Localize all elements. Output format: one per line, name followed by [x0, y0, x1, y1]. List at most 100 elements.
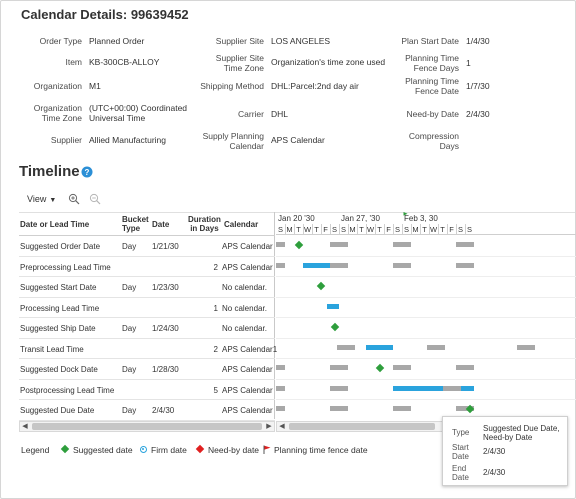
legend-item-needby: Need-by date [195, 444, 260, 455]
timeline-title: Timeline [19, 163, 80, 180]
gantt-day-label: T [359, 225, 364, 234]
nonworking-bar[interactable] [456, 242, 474, 247]
column-header-name[interactable]: Date or Lead Time [20, 220, 90, 229]
suggested-date-marker[interactable] [375, 363, 384, 372]
scroll-thumb[interactable] [289, 423, 435, 430]
detail-label: Supply Planning [202, 131, 264, 141]
gantt-row-divider [276, 255, 576, 257]
suggested-date-marker[interactable] [330, 322, 339, 331]
lead-time-bar[interactable] [460, 385, 474, 391]
cell-calendar: No calendar. [222, 324, 267, 333]
table-row[interactable]: Suggested Order Date Day 1/21/30 APS Calend… [19, 236, 275, 257]
cell-calendar: No calendar. [222, 303, 267, 313]
nonworking-bar[interactable] [330, 365, 348, 370]
nonworking-bar[interactable] [393, 365, 411, 370]
gantt-day-label: T [440, 225, 445, 234]
column-header-duration[interactable]: Duration in Days [188, 215, 221, 233]
timeline-toolbar: View ▼ [19, 190, 575, 210]
nonworking-bar[interactable] [330, 262, 348, 268]
detail-label: Order Type [39, 36, 82, 46]
gantt-day-divider [393, 224, 394, 234]
column-header-calendar[interactable]: Calendar [224, 220, 259, 229]
help-circle-icon[interactable]: ? [81, 166, 93, 178]
nonworking-bar[interactable] [276, 242, 285, 247]
nonworking-bar[interactable] [456, 406, 474, 411]
gantt-day-label: T [314, 225, 319, 234]
nonworking-bar[interactable] [517, 344, 536, 350]
scroll-left-icon[interactable]: ◀ [22, 423, 28, 430]
nonworking-bar[interactable] [456, 365, 474, 370]
legend-item-firm: Firm date [140, 445, 187, 455]
nonworking-bar[interactable] [276, 385, 285, 391]
detail-value: 1 [466, 58, 471, 68]
gantt-row-divider [276, 337, 576, 339]
nonworking-bar[interactable] [442, 385, 461, 391]
table-row[interactable]: Suggested Due Date Day 2/4/30 APS Calendar [19, 400, 275, 421]
gantt-day-label: S [403, 225, 409, 234]
nonworking-bar[interactable] [393, 242, 411, 247]
table-row[interactable]: Preprocessing Lead Time 2 APS Calendar [19, 257, 275, 277]
detail-label: Need-by Date [406, 109, 459, 119]
cell-date: 1/28/30 [152, 365, 179, 374]
table-row[interactable]: Suggested Start Date Day 1/23/30 No calenda… [19, 277, 275, 298]
detail-label: Item [65, 57, 82, 67]
lead-time-bar[interactable] [327, 303, 339, 309]
zoom-in-icon[interactable] [68, 193, 80, 205]
lead-time-bar[interactable] [393, 385, 461, 391]
nonworking-bar[interactable] [330, 242, 348, 247]
nonworking-bar[interactable] [330, 385, 348, 391]
suggested-date-marker[interactable] [316, 281, 326, 290]
gantt-day-divider [456, 224, 457, 234]
scroll-thumb[interactable] [32, 423, 262, 430]
legend-label: Need-by date [208, 445, 260, 455]
scroll-right-icon[interactable]: ▶ [266, 423, 272, 430]
nonworking-bar[interactable] [276, 365, 285, 370]
gantt-day-label: S [331, 225, 337, 234]
red-diamond-icon [195, 444, 205, 454]
column-header-duration-l1: Duration [188, 215, 221, 224]
detail-label: Supplier Site [215, 36, 264, 46]
gantt-day-divider [384, 224, 385, 234]
gantt-row-divider [276, 399, 576, 400]
nonworking-bar[interactable] [276, 406, 285, 411]
gantt-day-divider [303, 224, 304, 234]
lead-time-bar[interactable] [366, 344, 393, 350]
table-row[interactable]: Transit Lead Time 2 APS Calendar1 [19, 339, 277, 359]
nonworking-bar[interactable] [330, 406, 348, 411]
table-row[interactable]: Postprocessing Lead Time 5 APS Calendar [19, 380, 275, 400]
detail-label: Supplier Site [215, 53, 264, 63]
scroll-left-icon[interactable]: ◀ [279, 423, 285, 430]
view-menu-button[interactable]: View ▼ [27, 194, 56, 204]
tooltip-type-value: Suggested Due Date, [483, 424, 560, 433]
nonworking-bar[interactable] [276, 262, 285, 268]
column-header-bucket[interactable]: Bucket Type [122, 215, 149, 233]
nonworking-bar[interactable] [337, 344, 356, 350]
cell-name: Processing Lead Time [20, 303, 100, 313]
lead-time-bar[interactable] [303, 262, 330, 268]
gantt-day-divider [339, 224, 340, 234]
gantt-day-label: W [366, 225, 375, 234]
zoom-out-icon[interactable] [89, 193, 101, 205]
table-row[interactable]: Suggested Dock Date Day 1/28/30 APS Calenda… [19, 359, 275, 380]
detail-label: Carrier [238, 109, 264, 119]
cell-name: Suggested Due Date [20, 406, 95, 415]
detail-value: KB-300CB-ALLOY [89, 57, 160, 67]
page-title: Calendar Details: 99639452 [21, 7, 189, 22]
table-row[interactable]: Processing Lead Time 1 No calendar. [19, 298, 275, 318]
green-diamond-icon [60, 444, 70, 454]
suggested-date-marker[interactable] [294, 240, 303, 249]
table-row[interactable]: Suggested Ship Date Day 1/24/30 No calendar… [19, 318, 275, 339]
detail-label: Fence Date [415, 86, 459, 96]
tooltip-end-label: End [452, 464, 467, 473]
nonworking-bar[interactable] [456, 262, 474, 268]
detail-label: Fence Days [413, 63, 459, 73]
cell-calendar: APS Calendar [222, 365, 273, 374]
gantt-hscrollbar[interactable]: ◀ [276, 421, 446, 432]
legend-label: Firm date [151, 445, 187, 455]
table-hscrollbar[interactable]: ◀ ▶ [19, 421, 275, 432]
nonworking-bar[interactable] [427, 344, 446, 350]
nonworking-bar[interactable] [393, 262, 411, 268]
column-header-date[interactable]: Date [152, 220, 170, 229]
gantt-row-divider [276, 378, 576, 380]
nonworking-bar[interactable] [393, 406, 411, 411]
